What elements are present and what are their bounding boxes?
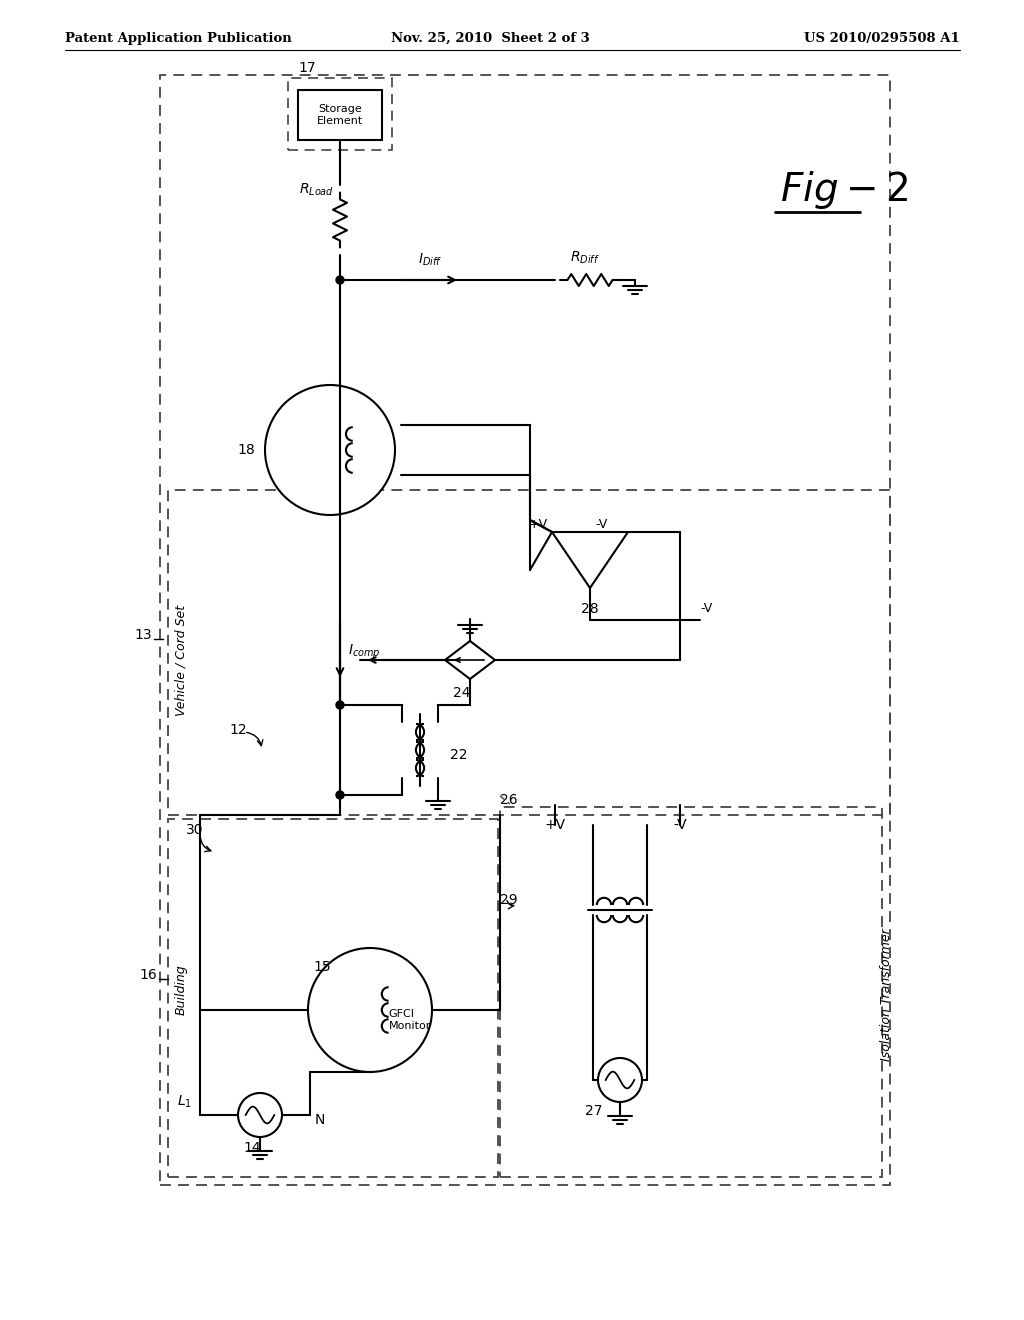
Text: 22: 22 [450, 748, 468, 762]
Text: Storage
Element: Storage Element [316, 104, 364, 125]
Circle shape [598, 1059, 642, 1102]
Text: 17: 17 [298, 61, 315, 75]
Text: Vehicle / Cord Set: Vehicle / Cord Set [174, 605, 187, 715]
Circle shape [265, 385, 395, 515]
Circle shape [336, 791, 344, 799]
Text: -V: -V [700, 602, 713, 615]
Circle shape [308, 948, 432, 1072]
Text: 24: 24 [454, 686, 471, 700]
Text: US 2010/0295508 A1: US 2010/0295508 A1 [804, 32, 961, 45]
Circle shape [336, 701, 344, 709]
Text: 15: 15 [313, 960, 331, 974]
Text: $R_{Load}$: $R_{Load}$ [299, 182, 334, 198]
Text: $I_{Diff}$: $I_{Diff}$ [418, 252, 442, 268]
Text: +V: +V [528, 519, 548, 532]
Text: +V: +V [545, 818, 565, 832]
Text: N: N [315, 1113, 326, 1127]
Text: Building: Building [174, 965, 187, 1015]
Bar [298, 90, 382, 140]
Text: 30: 30 [186, 822, 204, 837]
Text: Nov. 25, 2010  Sheet 2 of 3: Nov. 25, 2010 Sheet 2 of 3 [390, 32, 590, 45]
Polygon shape [552, 532, 628, 587]
Text: 14: 14 [243, 1140, 261, 1155]
Text: 18: 18 [238, 444, 255, 457]
Bar [160, 75, 890, 1185]
Text: 27: 27 [586, 1104, 603, 1118]
Text: $L_1$: $L_1$ [177, 1093, 193, 1110]
Bar [168, 490, 890, 814]
Text: $R_{Diff}$: $R_{Diff}$ [570, 249, 600, 267]
Text: -V: -V [673, 818, 687, 832]
Circle shape [238, 1093, 282, 1137]
Text: 26: 26 [500, 793, 517, 807]
Bar [168, 818, 498, 1177]
Text: 28: 28 [582, 602, 599, 616]
Polygon shape [445, 642, 495, 678]
Text: 13: 13 [134, 628, 152, 642]
Text: Isolation Transformer: Isolation Transformer [881, 929, 894, 1061]
Text: -V: -V [595, 519, 607, 532]
Text: Patent Application Publication: Patent Application Publication [65, 32, 292, 45]
Bar [500, 807, 882, 1177]
Text: 12: 12 [229, 723, 247, 737]
Text: 29: 29 [500, 894, 517, 907]
Text: GFCI
Monitor: GFCI Monitor [388, 1010, 431, 1031]
Bar [288, 78, 392, 150]
Text: $I_{comp}$: $I_{comp}$ [348, 643, 381, 661]
Text: 16: 16 [139, 968, 157, 982]
Text: $\it{Fig-2}$: $\it{Fig-2}$ [780, 169, 908, 211]
Circle shape [336, 276, 344, 284]
